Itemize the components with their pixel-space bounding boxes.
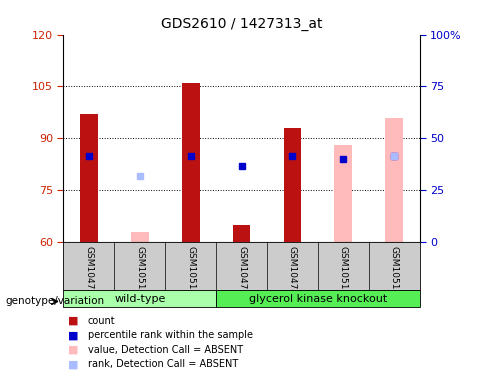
Text: GSM104736: GSM104736 [237, 246, 246, 301]
Text: GSM105144: GSM105144 [390, 246, 399, 301]
Text: GSM104740: GSM104740 [288, 246, 297, 301]
Text: GSM105141: GSM105141 [186, 246, 195, 301]
Text: glycerol kinase knockout: glycerol kinase knockout [249, 293, 387, 304]
Text: value, Detection Call = ABSENT: value, Detection Call = ABSENT [88, 345, 243, 355]
Text: GSM104738: GSM104738 [84, 246, 93, 301]
Text: count: count [88, 316, 116, 326]
Bar [63, 290, 216, 307]
Bar [233, 225, 250, 242]
Bar [216, 290, 420, 307]
Bar [386, 118, 403, 242]
Text: ■: ■ [68, 345, 79, 355]
Title: GDS2610 / 1427313_at: GDS2610 / 1427313_at [161, 17, 322, 31]
Text: ■: ■ [68, 316, 79, 326]
Bar [334, 145, 352, 242]
Bar [80, 114, 98, 242]
Text: GSM105142: GSM105142 [339, 246, 348, 301]
Text: rank, Detection Call = ABSENT: rank, Detection Call = ABSENT [88, 359, 238, 369]
Text: GSM105140: GSM105140 [135, 246, 144, 301]
Bar [131, 232, 149, 242]
Text: ■: ■ [68, 330, 79, 340]
Text: wild-type: wild-type [114, 293, 165, 304]
Text: percentile rank within the sample: percentile rank within the sample [88, 330, 253, 340]
Bar [284, 128, 302, 242]
Text: genotype/variation: genotype/variation [5, 296, 104, 306]
Text: ■: ■ [68, 359, 79, 369]
Bar [182, 83, 200, 242]
